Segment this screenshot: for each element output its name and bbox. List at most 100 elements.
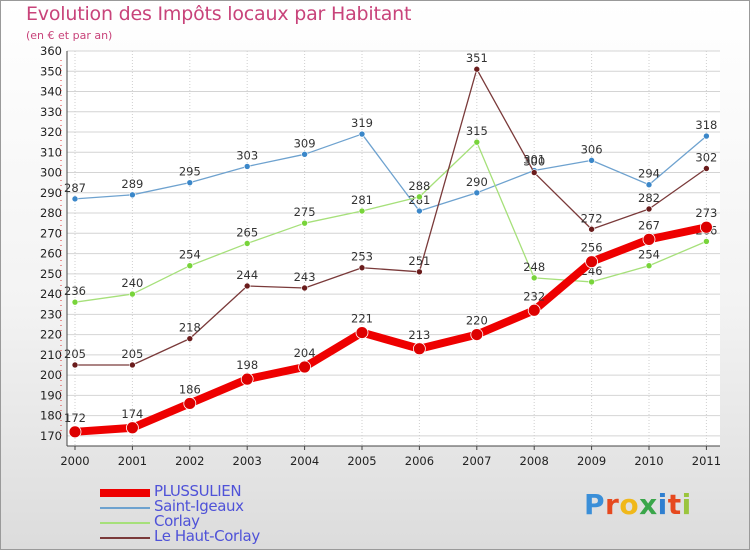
data-point — [358, 207, 366, 215]
x-tick-label: 2005 — [347, 454, 376, 468]
data-label: 186 — [179, 382, 201, 396]
legend-item: PLUSSULIEN — [100, 482, 320, 500]
data-label: 213 — [408, 328, 430, 342]
series-plussulien: 172 174 186 198 204 221 213 220 232 256 267 273 — [64, 206, 717, 439]
data-point — [129, 191, 136, 199]
y-tick-label: 260 — [40, 247, 62, 261]
logo-letter: t — [667, 488, 682, 521]
series-le-haut-corlay: 205 205 218 244 243 253 251 351 300 272 282 302 — [64, 51, 717, 369]
data-point — [129, 290, 136, 298]
y-tick-label: 190 — [40, 388, 62, 402]
chart-legend: PLUSSULIEN Saint-Igeaux Corlay Le Haut-Corl… — [100, 482, 320, 545]
legend-label: PLUSSULIEN — [154, 482, 242, 500]
data-point — [703, 238, 710, 245]
data-point — [243, 240, 251, 247]
data-label: 243 — [294, 270, 316, 284]
data-point — [186, 179, 194, 186]
data-point — [416, 193, 423, 201]
logo-letter: o — [619, 488, 640, 521]
series-line — [74, 68, 708, 366]
data-label: 221 — [351, 312, 373, 326]
data-label: 319 — [351, 116, 373, 130]
data-point — [71, 298, 79, 306]
y-tick-label: 300 — [40, 166, 62, 180]
y-tick-label: 350 — [40, 64, 62, 78]
data-point — [470, 328, 484, 341]
data-label: 318 — [695, 118, 717, 132]
data-label: 273 — [695, 206, 717, 220]
series-line — [71, 223, 711, 436]
data-point — [71, 361, 79, 369]
data-label: 240 — [121, 276, 143, 290]
data-label: 295 — [179, 165, 201, 179]
data-point — [645, 181, 653, 188]
data-point — [125, 421, 139, 435]
data-label: 275 — [294, 205, 316, 219]
data-label: 220 — [466, 314, 488, 328]
x-tick-label: 2004 — [290, 454, 319, 468]
data-label: 256 — [581, 241, 603, 255]
data-point — [700, 220, 713, 234]
data-label: 303 — [236, 148, 258, 162]
data-point — [642, 232, 656, 246]
data-point — [355, 326, 369, 339]
y-tick-label: 330 — [40, 105, 62, 119]
x-tick-label: 2007 — [462, 454, 491, 468]
legend-swatch — [100, 537, 150, 539]
data-point — [298, 360, 312, 374]
logo-letter: i — [681, 488, 692, 521]
data-point — [358, 130, 366, 138]
data-label: 281 — [351, 193, 373, 207]
data-point — [473, 65, 481, 73]
legend-item: Corlay — [100, 513, 320, 530]
data-point — [416, 207, 423, 215]
series-line — [74, 133, 708, 212]
data-label: 282 — [638, 191, 660, 205]
data-label: 267 — [638, 218, 660, 232]
logo-letter: i — [657, 488, 668, 521]
data-label: 300 — [523, 155, 545, 169]
legend-label: Saint-Igeaux — [154, 497, 244, 515]
x-tick-label: 2011 — [692, 454, 721, 468]
data-label: 232 — [523, 289, 545, 303]
legend-item: Saint-Igeaux — [100, 497, 320, 515]
logo-letter: r — [605, 488, 620, 521]
data-label: 351 — [466, 51, 488, 65]
x-tick-label: 2009 — [577, 454, 606, 468]
legend-swatch — [100, 507, 150, 509]
legend-swatch — [100, 489, 150, 497]
data-label: 254 — [638, 248, 660, 262]
data-point — [358, 264, 366, 272]
data-label: 174 — [121, 407, 143, 421]
logo-letter: P — [584, 488, 606, 521]
data-point — [703, 132, 710, 140]
data-label: 265 — [236, 225, 258, 239]
data-label: 253 — [351, 250, 373, 264]
data-point — [68, 425, 82, 439]
data-point — [183, 397, 197, 410]
data-point — [588, 157, 595, 164]
y-tick-label: 180 — [40, 409, 62, 423]
x-tick-label: 2008 — [520, 454, 549, 468]
x-tick-label: 2010 — [634, 454, 663, 468]
chart-title: Evolution des Impôts locaux par Habitant — [26, 3, 412, 25]
data-point — [240, 372, 254, 386]
data-point — [186, 335, 194, 342]
data-point — [645, 262, 653, 270]
y-tick-label: 170 — [40, 429, 62, 443]
data-label: 205 — [121, 347, 143, 361]
data-point — [645, 205, 653, 213]
y-tick-label: 250 — [40, 267, 62, 281]
data-label: 236 — [64, 284, 86, 298]
legend-label: Le Haut-Corlay — [154, 527, 260, 545]
x-tick-label: 2006 — [405, 454, 434, 468]
data-point — [585, 255, 598, 269]
data-label: 302 — [695, 150, 717, 164]
data-point — [301, 284, 308, 292]
legend-swatch — [100, 522, 150, 524]
y-tick-label: 220 — [40, 328, 62, 342]
data-label: 309 — [294, 136, 316, 150]
x-tick-label: 2001 — [118, 454, 147, 468]
logo-letter: x — [639, 488, 658, 521]
